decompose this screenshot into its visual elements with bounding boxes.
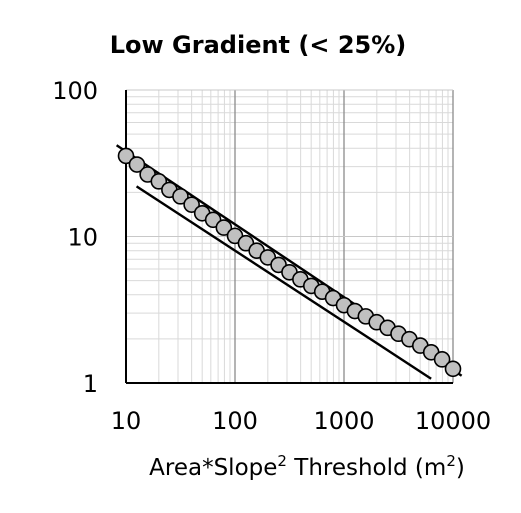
x-axis-label-superscript: 2 — [446, 452, 456, 470]
y-tick-label: 100 — [52, 77, 98, 105]
data-point — [444, 360, 462, 378]
x-axis-label-text: Area*Slope — [149, 455, 277, 481]
data-point — [150, 173, 168, 190]
chart-title: Low Gradient (< 25%) — [110, 31, 406, 59]
y-tick-label: 10 — [67, 224, 98, 252]
x-tick-label: 10000 — [415, 407, 491, 435]
data-points — [117, 147, 462, 378]
x-tick-label: 1000 — [313, 407, 374, 435]
y-tick-labels: 1 10 100 — [52, 77, 98, 398]
data-point — [183, 196, 200, 213]
x-axis-label-text: Threshold (m — [287, 455, 446, 481]
data-point — [433, 351, 451, 368]
data-point — [172, 188, 189, 205]
fit-line-2 — [135, 185, 432, 380]
x-axis-label-superscript: 2 — [277, 452, 287, 470]
data-point — [128, 156, 146, 173]
data-point — [117, 147, 135, 165]
data-point — [215, 219, 233, 236]
axes — [125, 90, 453, 384]
x-tick-labels: 10 100 1000 10000 — [111, 407, 491, 435]
major-grid — [126, 89, 454, 383]
x-axis-label-text: ) — [456, 455, 465, 481]
x-axis-label: Area*Slope2 Threshold (m2) — [149, 452, 465, 481]
x-tick-label: 10 — [111, 407, 142, 435]
y-tick-label: 1 — [83, 370, 98, 398]
x-tick-label: 100 — [212, 407, 258, 435]
